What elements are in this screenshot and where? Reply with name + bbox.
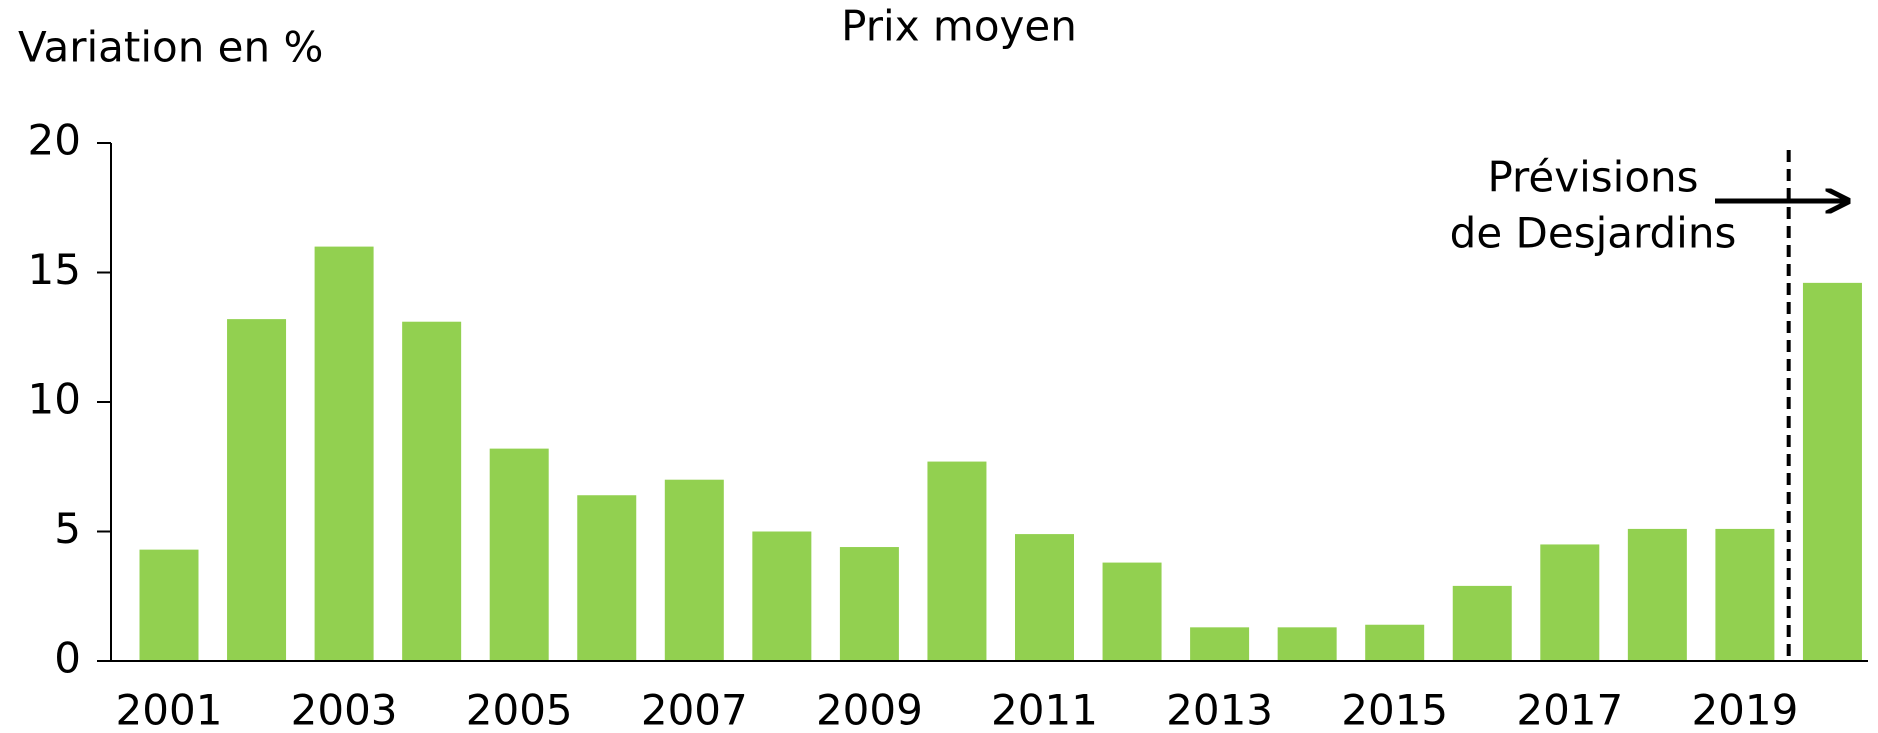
bar	[1190, 627, 1250, 661]
annotation: Prévisions	[1487, 153, 1698, 202]
bar	[1015, 534, 1074, 661]
bar	[1277, 627, 1337, 661]
x-tick-label: 2009	[816, 686, 923, 733]
bar	[752, 531, 812, 661]
bar	[1627, 528, 1687, 661]
y-axis-label: Variation en %	[18, 23, 323, 72]
x-tick-label: 2019	[1691, 686, 1798, 733]
bar	[489, 448, 549, 661]
x-tick-label: 2001	[116, 686, 223, 733]
bar	[1102, 562, 1162, 661]
y-tick-label: 20	[28, 116, 81, 165]
y-tick-label: 5	[54, 504, 81, 553]
bar	[927, 461, 987, 661]
bar	[1452, 585, 1512, 661]
bar	[664, 479, 724, 661]
bar	[577, 495, 637, 661]
x-tick-label: 2013	[1166, 686, 1273, 733]
y-tick-label: 15	[28, 245, 81, 294]
chart-title: Prix moyen	[841, 2, 1077, 51]
bar	[839, 547, 899, 661]
bar	[1715, 528, 1775, 661]
y-tick-label: 0	[54, 634, 81, 683]
bar	[314, 246, 374, 661]
x-tick-label: 2011	[991, 686, 1098, 733]
x-tick-label: 2017	[1516, 686, 1623, 733]
bar	[227, 319, 287, 661]
y-tick-label: 10	[28, 375, 81, 424]
x-tick-label: 2003	[291, 686, 398, 733]
bar	[1802, 282, 1862, 661]
bar	[1540, 544, 1600, 661]
bar	[139, 549, 199, 661]
annotation: de Desjardins	[1450, 209, 1737, 258]
x-tick-label: 2005	[466, 686, 573, 733]
bar	[1365, 624, 1425, 661]
x-tick-label: 2007	[641, 686, 748, 733]
bar	[402, 321, 462, 661]
x-tick-label: 2015	[1341, 686, 1448, 733]
